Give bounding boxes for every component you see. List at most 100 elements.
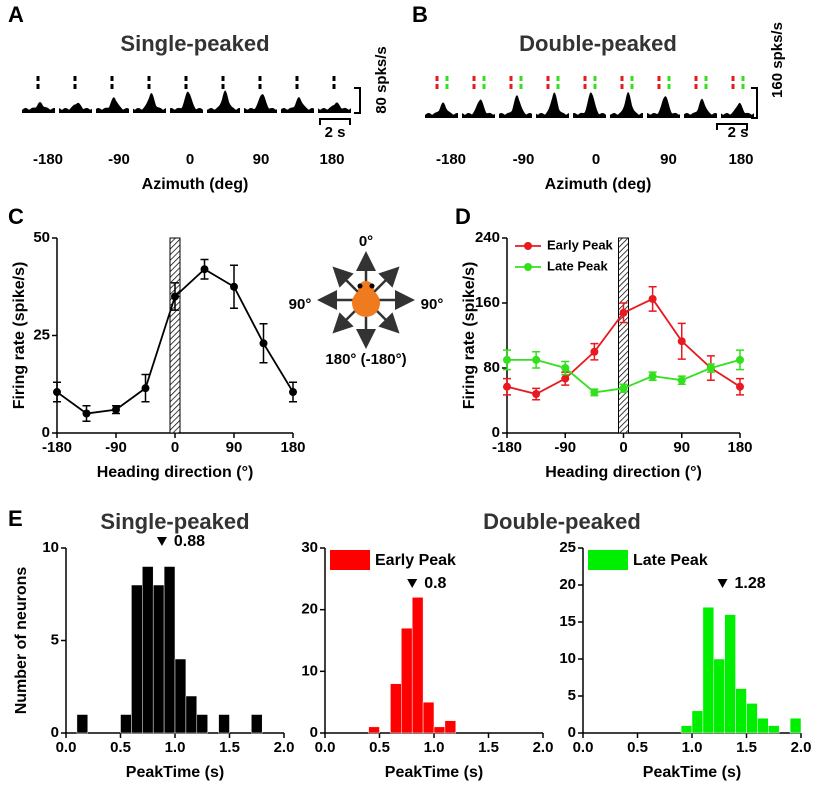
y-tick-label: 0 — [51, 724, 59, 741]
azimuth-label: 90 — [253, 151, 270, 168]
y-tick-label: 0 — [310, 724, 318, 741]
point — [590, 347, 599, 356]
point — [736, 355, 744, 364]
azimuth-label: 180 — [728, 151, 753, 168]
point — [677, 376, 686, 385]
x-tick-label: 0.0 — [315, 739, 336, 756]
point — [503, 355, 511, 364]
point — [53, 388, 61, 397]
bar — [422, 701, 435, 734]
psth — [647, 96, 680, 118]
point — [736, 382, 744, 391]
x-axis-label: PeakTime (s) — [643, 764, 741, 781]
point — [532, 355, 541, 364]
bar — [120, 714, 132, 734]
bar — [142, 566, 154, 734]
x-tick-label: 0.5 — [369, 739, 390, 756]
y-tick-label: 0 — [42, 424, 50, 441]
legend-label: Early Peak — [375, 552, 456, 569]
x-axis-label: Azimuth (deg) — [142, 176, 249, 193]
point — [200, 265, 209, 274]
panel-title: Double-peaked — [519, 31, 677, 56]
x-tick-label: 180 — [280, 439, 305, 456]
chart-title: Single-peaked — [100, 509, 249, 534]
point — [648, 372, 657, 381]
point — [619, 308, 628, 317]
point — [590, 388, 599, 397]
psth — [133, 93, 166, 113]
panel-label: B — [412, 2, 428, 27]
x-tick-label: 0 — [171, 439, 179, 456]
bar — [76, 714, 89, 734]
hatched-band — [169, 237, 181, 434]
scale-bar — [319, 118, 351, 125]
psth — [610, 92, 643, 118]
bar — [444, 720, 457, 734]
compass-label: 0° — [359, 233, 373, 250]
x-tick-label: -180 — [42, 439, 72, 456]
bar — [757, 717, 769, 734]
legend-label: Late Peak — [547, 258, 608, 273]
bar — [131, 584, 143, 734]
legend-marker — [524, 263, 532, 271]
compass-label: 180° (-180°) — [325, 351, 406, 368]
x-tick-label: 1.0 — [165, 739, 186, 756]
psth — [318, 102, 351, 113]
x-axis-label: Heading direction (°) — [97, 464, 254, 481]
y-tick-label: 10 — [301, 662, 318, 679]
point — [230, 282, 238, 291]
bar — [768, 725, 780, 734]
peak-marker — [156, 537, 167, 546]
azimuth-label: -90 — [513, 151, 535, 168]
azimuth-label: -90 — [108, 151, 130, 168]
x-axis-label: Heading direction (°) — [545, 464, 702, 481]
scale-bar — [751, 87, 758, 119]
panel-title: Single-peaked — [120, 31, 269, 56]
x-tick-label: 1.5 — [219, 739, 240, 756]
point — [259, 339, 268, 348]
legend-label: Early Peak — [547, 237, 614, 252]
scale-label: 2 s — [728, 124, 749, 141]
y-tick-label: 15 — [559, 613, 576, 630]
azimuth-label: 180 — [319, 151, 344, 168]
psth — [22, 102, 55, 113]
psth — [721, 102, 754, 118]
y-tick-label: 0 — [568, 724, 576, 741]
legend-swatch — [588, 550, 628, 570]
point — [561, 364, 570, 372]
bar — [196, 714, 208, 734]
psth — [170, 91, 203, 113]
y-axis-label: Firing rate (spike/s) — [11, 262, 28, 410]
y-tick-label: 10 — [559, 650, 576, 667]
psth — [499, 95, 532, 118]
axis — [582, 548, 801, 734]
y-tick-label: 5 — [568, 687, 576, 704]
x-tick-label: -90 — [554, 439, 576, 456]
panel-label: C — [8, 204, 24, 229]
azimuth-label: 90 — [660, 151, 677, 168]
point — [141, 384, 150, 393]
bar — [152, 584, 165, 734]
peak-label: 1.28 — [735, 575, 766, 592]
peak-marker — [407, 579, 418, 588]
point — [171, 292, 179, 301]
legend-marker — [524, 242, 532, 250]
bar — [185, 695, 198, 734]
x-tick-label: 180 — [727, 439, 752, 456]
psth — [96, 97, 129, 113]
psth — [573, 92, 606, 118]
y-tick-label: 10 — [42, 539, 59, 556]
psth — [244, 94, 277, 113]
bar — [390, 683, 402, 734]
y-tick-label: 25 — [33, 326, 50, 343]
x-tick-label: 0.0 — [56, 739, 77, 756]
peak-label: 0.88 — [174, 533, 205, 550]
psth — [207, 90, 240, 113]
x-axis-label: Azimuth (deg) — [545, 176, 652, 193]
y-tick-label: 20 — [301, 601, 318, 618]
azimuth-label: -180 — [436, 151, 466, 168]
y-tick-label: 160 — [475, 294, 500, 311]
bar — [746, 703, 758, 734]
bar — [251, 714, 263, 734]
